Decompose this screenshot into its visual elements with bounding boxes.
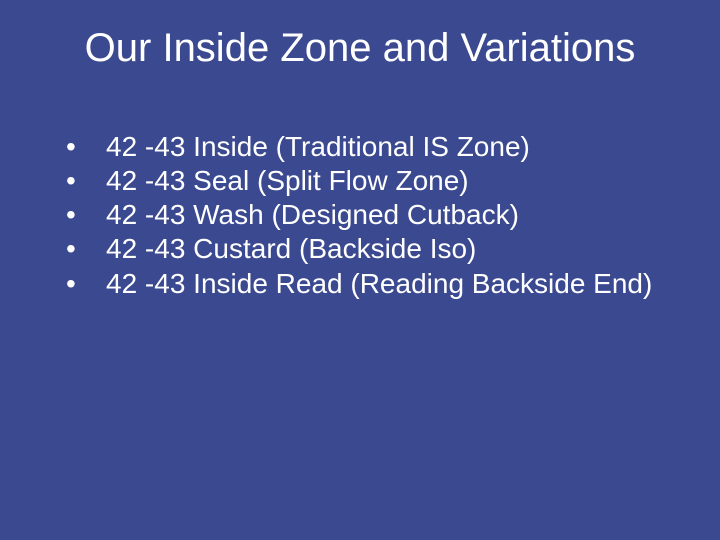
list-item: • 42 -43 Custard (Backside Iso) [60,232,660,266]
list-item-text: 42 -43 Inside Read (Reading Backside End… [106,268,652,299]
bullet-icon: • [66,164,76,198]
list-item: • 42 -43 Seal (Split Flow Zone) [60,164,660,198]
list-item-text: 42 -43 Seal (Split Flow Zone) [106,165,469,196]
list-item-text: 42 -43 Wash (Designed Cutback) [106,199,519,230]
bullet-icon: • [66,232,76,266]
bullet-icon: • [66,130,76,164]
bullet-icon: • [66,267,76,301]
bullet-icon: • [66,198,76,232]
list-item-text: 42 -43 Custard (Backside Iso) [106,233,476,264]
slide-body: • 42 -43 Inside (Traditional IS Zone) • … [60,130,660,301]
list-item: • 42 -43 Inside (Traditional IS Zone) [60,130,660,164]
list-item: • 42 -43 Inside Read (Reading Backside E… [60,267,660,301]
slide: Our Inside Zone and Variations • 42 -43 … [0,0,720,540]
list-item: • 42 -43 Wash (Designed Cutback) [60,198,660,232]
slide-title: Our Inside Zone and Variations [0,26,720,71]
bullet-list: • 42 -43 Inside (Traditional IS Zone) • … [60,130,660,301]
list-item-text: 42 -43 Inside (Traditional IS Zone) [106,131,530,162]
